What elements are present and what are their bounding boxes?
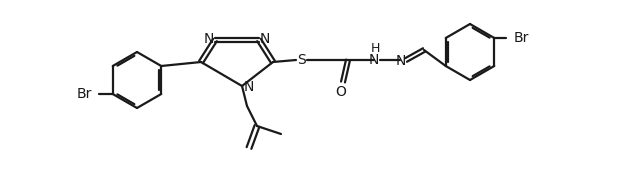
- Text: N: N: [204, 32, 214, 46]
- Text: Br: Br: [513, 31, 529, 45]
- Text: O: O: [335, 85, 346, 99]
- Text: N: N: [369, 53, 379, 67]
- Text: N: N: [244, 80, 254, 94]
- Text: N: N: [260, 32, 270, 46]
- Text: H: H: [371, 43, 380, 56]
- Text: S: S: [296, 53, 305, 67]
- Text: Br: Br: [76, 87, 92, 101]
- Text: N: N: [396, 54, 406, 68]
